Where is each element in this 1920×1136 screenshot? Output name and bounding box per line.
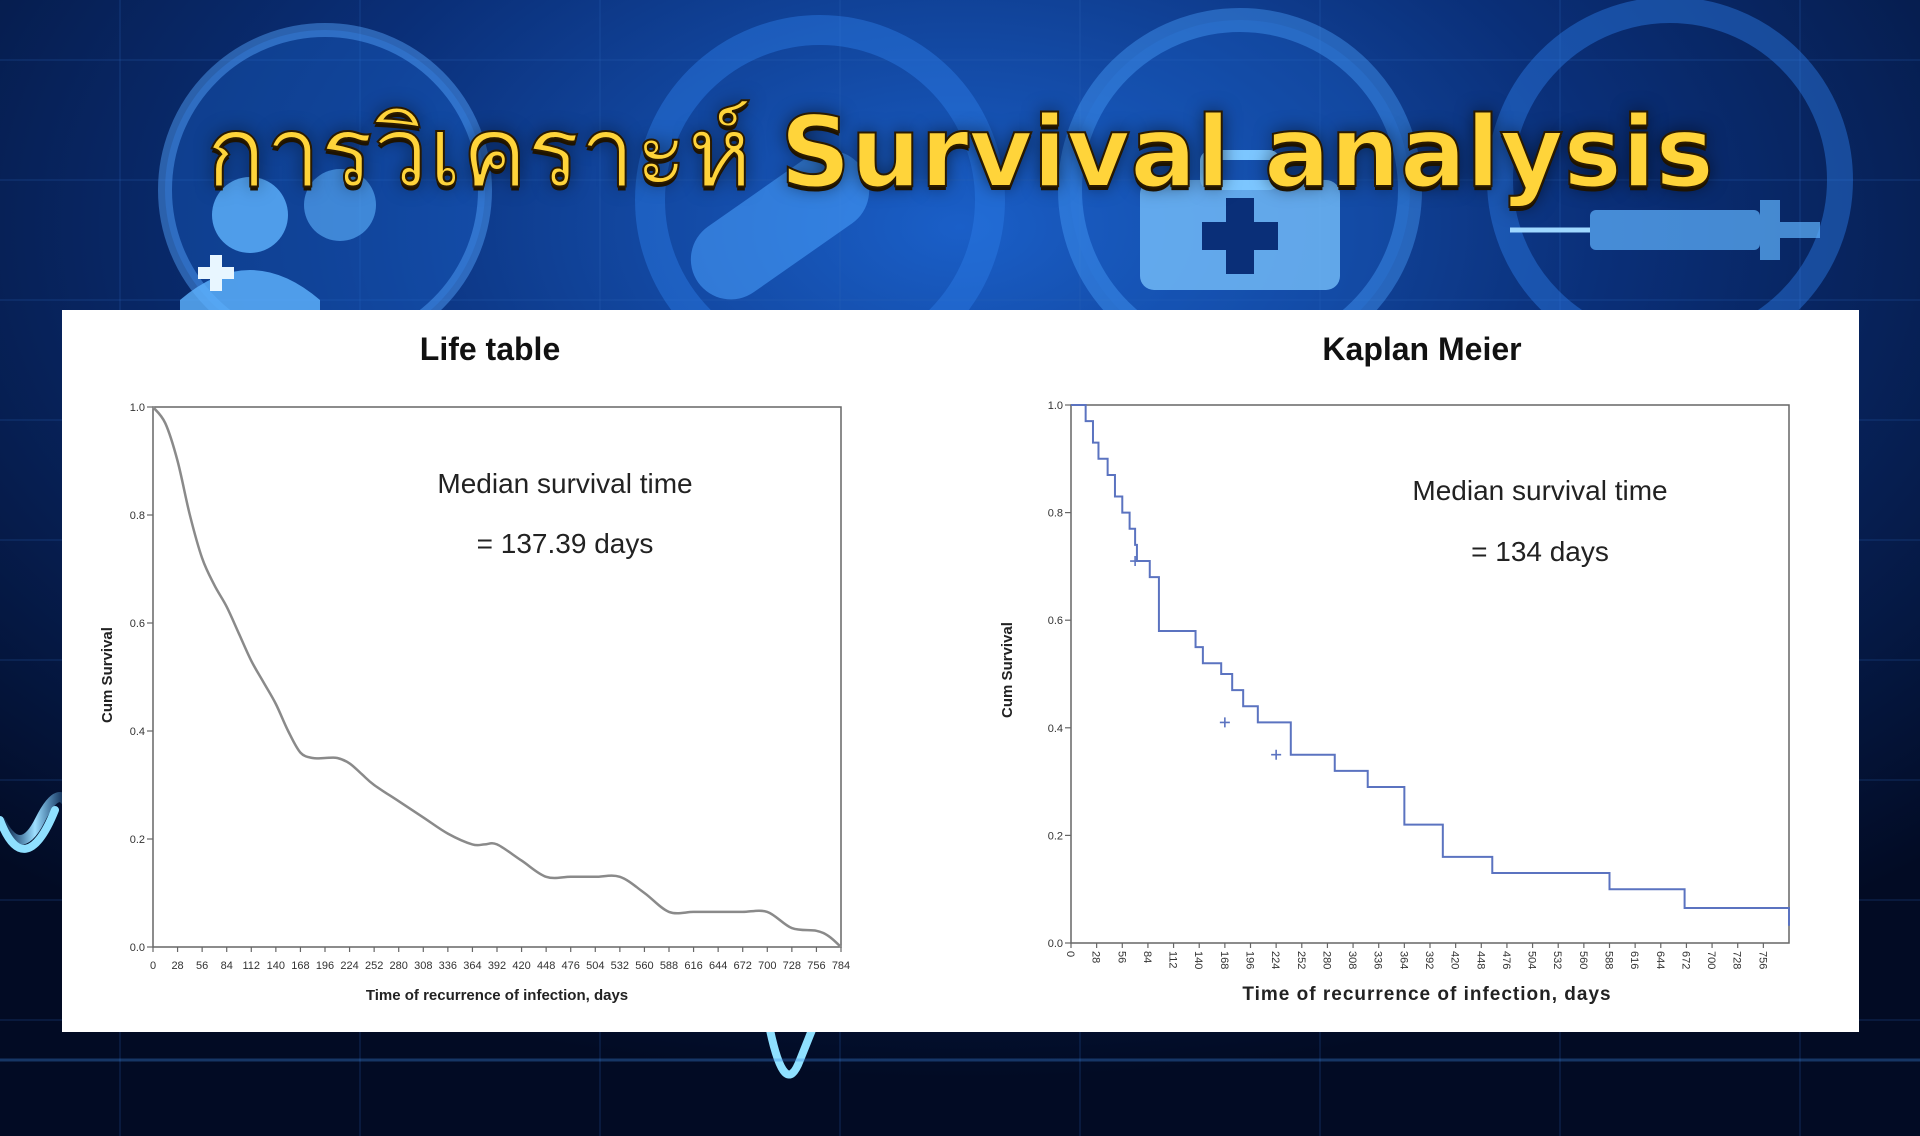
c2-y-tick-label: 0.2: [1048, 830, 1063, 842]
kaplan-meier-y-axis-label: Cum Survival: [999, 622, 1016, 718]
c1-x-tick-label: 280: [390, 960, 408, 972]
c2-x-tick-label: 56: [1115, 951, 1127, 963]
c1-x-tick-label: 784: [832, 960, 850, 972]
life-table-survival-curve: [152, 406, 842, 948]
c2-x-tick-label: 224: [1269, 951, 1281, 969]
c1-x-tick-label: 392: [488, 960, 506, 972]
c2-x-tick-label: 364: [1397, 951, 1409, 969]
c2-x-tick-label: 392: [1423, 951, 1435, 969]
c2-x-tick-label: 616: [1628, 951, 1640, 969]
life-table-annotation-line-1: Median survival time: [437, 468, 692, 499]
kaplan-meier-chart: Kaplan Meier 0.0 0.2 0.4 0.6 0.8 1.0 0 28 56 84 1…: [999, 331, 1790, 1005]
c2-censored-mark: [1271, 749, 1282, 760]
charts-canvas: Life table 0.0 0.2 0.4 0.6 0.8 1.0 0 28 56 84 112…: [99, 331, 1790, 1005]
c2-y-tick-label: 0.4: [1048, 723, 1063, 735]
kaplan-meier-title: Kaplan Meier: [1322, 331, 1521, 367]
c1-x-tick-label: 0: [150, 960, 156, 972]
c1-x-tick-label: 728: [783, 960, 801, 972]
c1-x-tick-label: 532: [611, 960, 629, 972]
kaplan-meier-x-axis-label: Time of recurrence of infection, days: [1242, 984, 1611, 1005]
c1-x-tick-label: 168: [291, 960, 309, 972]
kaplan-meier-annotation-line-1: Median survival time: [1412, 475, 1667, 506]
c2-x-tick-label: 476: [1500, 951, 1512, 969]
c1-x-tick-label: 140: [267, 960, 285, 972]
c1-x-tick-label: 560: [635, 960, 653, 972]
c1-x-tick-label: 56: [196, 960, 208, 972]
c1-x-tick-label: 336: [439, 960, 457, 972]
c2-x-tick-label: 168: [1218, 951, 1230, 969]
life-table-annotation-line-2: = 137.39 days: [477, 528, 654, 559]
c2-x-tick-label: 504: [1526, 951, 1538, 969]
c2-x-tick-label: 588: [1603, 951, 1615, 969]
c1-x-tick-label: 700: [758, 960, 776, 972]
c2-x-tick-label: 196: [1244, 951, 1256, 969]
c2-x-tick-label: 672: [1679, 951, 1691, 969]
c1-x-tick-label: 252: [365, 960, 383, 972]
c2-x-tick-label: 140: [1192, 951, 1204, 969]
c1-x-tick-label: 448: [537, 960, 555, 972]
c2-y-tick-label: 1.0: [1048, 400, 1063, 412]
life-table-x-axis-label: Time of recurrence of infection, days: [366, 987, 628, 1004]
c1-x-tick-label: 476: [562, 960, 580, 972]
c1-x-tick-label: 84: [221, 960, 233, 972]
kaplan-meier-annotation-line-2: = 134 days: [1471, 536, 1609, 567]
c1-x-tick-label: 112: [243, 960, 261, 972]
slide-title-thai: การวิเคราะห์: [205, 96, 753, 210]
c1-x-tick-label: 588: [660, 960, 678, 972]
kaplan-meier-survival-curve: [1071, 404, 1790, 926]
c2-x-tick-label: 252: [1295, 951, 1307, 969]
c1-y-tick-label: 0.4: [130, 726, 145, 738]
c1-x-tick-label: 308: [414, 960, 432, 972]
c1-x-tick-label: 644: [709, 960, 727, 972]
c2-x-tick-label: 756: [1756, 951, 1768, 969]
c1-x-tick-label: 420: [512, 960, 530, 972]
c2-x-tick-label: 84: [1141, 951, 1153, 963]
c1-x-tick-label: 28: [171, 960, 183, 972]
c2-x-tick-label: 112: [1167, 951, 1179, 969]
c2-x-tick-label: 308: [1346, 951, 1358, 969]
c2-x-tick-label: 0: [1064, 951, 1076, 957]
c2-censored-mark: [1130, 556, 1141, 567]
c2-x-tick-label: 448: [1474, 951, 1486, 969]
c2-x-tick-label: 560: [1577, 951, 1589, 969]
c1-y-tick-label: 0.2: [130, 834, 145, 846]
c2-y-tick-label: 0.6: [1048, 615, 1063, 627]
c2-x-tick-label: 28: [1090, 951, 1102, 963]
c2-x-tick-label: 728: [1731, 951, 1743, 969]
life-table-y-axis-label: Cum Survival: [99, 627, 116, 723]
c1-y-tick-label: 1.0: [130, 402, 145, 414]
c1-x-tick-label: 364: [463, 960, 481, 972]
c1-x-tick-label: 616: [684, 960, 702, 972]
c1-x-tick-label: 196: [316, 960, 334, 972]
life-table-title: Life table: [420, 331, 560, 367]
doctor-icon: [158, 23, 492, 357]
c2-y-tick-label: 0.8: [1048, 508, 1063, 520]
c1-x-tick-label: 504: [586, 960, 604, 972]
c1-y-tick-label: 0.0: [130, 942, 145, 954]
c2-x-tick-label: 420: [1449, 951, 1461, 969]
chart-panel: Life table 0.0 0.2 0.4 0.6 0.8 1.0 0 28 56 84 112…: [62, 310, 1859, 1032]
c1-y-tick-label: 0.8: [130, 510, 145, 522]
c1-x-tick-label: 672: [734, 960, 752, 972]
c2-x-tick-label: 336: [1372, 951, 1384, 969]
life-table-chart: Life table 0.0 0.2 0.4 0.6 0.8 1.0 0 28 56 84 112…: [99, 331, 850, 1004]
c2-x-tick-label: 532: [1551, 951, 1563, 969]
c1-x-tick-label: 224: [340, 960, 358, 972]
c2-y-tick-label: 0.0: [1048, 938, 1063, 950]
c2-x-tick-label: 644: [1654, 951, 1666, 969]
slide-title-english: Survival analysis: [779, 96, 1715, 210]
c2-censored-mark: [1219, 717, 1230, 728]
c2-x-tick-label: 280: [1320, 951, 1332, 969]
c1-y-tick-label: 0.6: [130, 618, 145, 630]
c2-x-tick-label: 700: [1705, 951, 1717, 969]
c1-x-tick-label: 756: [807, 960, 825, 972]
medical-kit-icon: [1058, 8, 1422, 372]
heartbeat-line-icon: [0, 792, 1920, 1079]
slide-title: การวิเคราะห์ Survival analysis: [0, 98, 1920, 208]
